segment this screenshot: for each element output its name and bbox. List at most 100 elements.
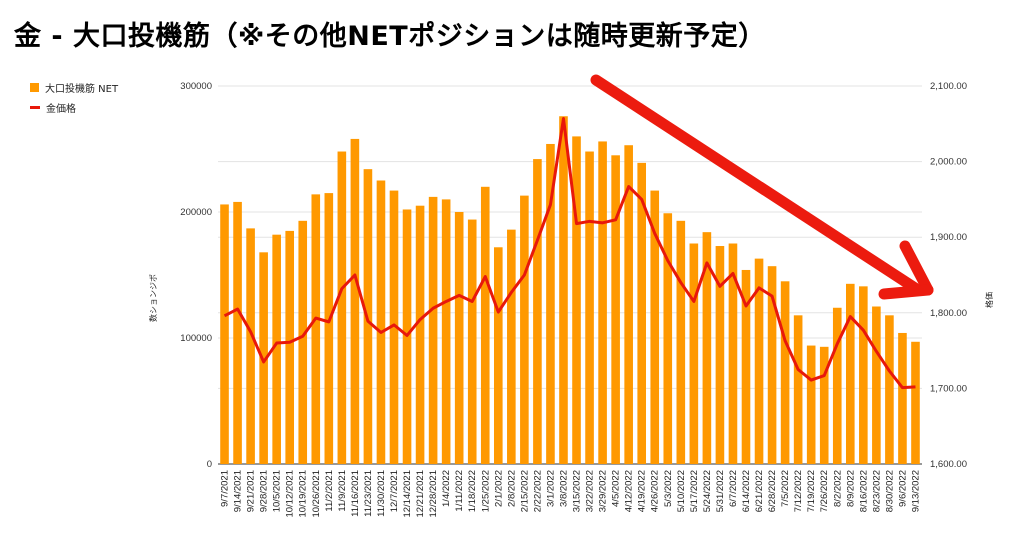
bar xyxy=(220,204,229,464)
x-tick: 6/21/2022 xyxy=(754,470,765,512)
bar xyxy=(911,341,920,464)
x-tick: 5/10/2022 xyxy=(676,470,687,512)
bar xyxy=(611,155,620,465)
bar xyxy=(520,195,529,464)
x-tick: 12/28/2021 xyxy=(428,470,439,518)
x-tick: 11/9/2021 xyxy=(337,470,348,512)
bar xyxy=(480,186,490,465)
x-tick: 5/24/2022 xyxy=(702,470,713,512)
x-tick: 3/22/2022 xyxy=(585,470,596,512)
legend-swatch-bar xyxy=(30,83,39,92)
bar xyxy=(467,219,477,464)
bar xyxy=(337,151,347,464)
x-tick: 8/16/2022 xyxy=(858,470,869,512)
bar xyxy=(572,136,581,464)
bar xyxy=(298,220,308,464)
legend-label-line: 金価格 xyxy=(46,104,76,115)
x-tick: 10/5/2021 xyxy=(272,470,283,512)
x-tick: 3/15/2022 xyxy=(572,470,583,512)
bar xyxy=(311,194,321,465)
bar xyxy=(663,213,673,464)
bar xyxy=(533,159,542,464)
bar xyxy=(767,266,777,464)
bar xyxy=(389,190,399,464)
legend-label-bar: 大口投機筋 NET xyxy=(45,84,119,95)
y-tick-left: 100000 xyxy=(180,333,212,344)
bar xyxy=(872,306,881,464)
trend-arrow xyxy=(590,74,934,300)
x-tick: 4/12/2022 xyxy=(624,470,635,512)
x-tick: 1/25/2022 xyxy=(480,470,491,512)
bar xyxy=(285,230,295,464)
x-tick: 6/28/2022 xyxy=(767,470,778,512)
price-line xyxy=(223,117,916,390)
bar xyxy=(246,228,255,464)
bar xyxy=(780,281,790,464)
bar xyxy=(832,307,842,464)
x-tick: 9/28/2021 xyxy=(259,470,270,512)
x-tick: 4/5/2022 xyxy=(611,470,622,507)
x-tick: 1/11/2022 xyxy=(454,470,465,512)
bar xyxy=(819,346,829,464)
x-tick: 11/16/2021 xyxy=(350,470,361,517)
bar xyxy=(585,151,594,464)
x-tick: 12/14/2021 xyxy=(402,470,413,518)
x-tick: 7/26/2022 xyxy=(819,470,830,512)
bar xyxy=(754,258,764,464)
bar xyxy=(598,141,607,464)
bar xyxy=(454,212,464,464)
bar xyxy=(689,243,699,464)
x-tick: 11/2/2021 xyxy=(324,470,335,512)
bar xyxy=(898,332,907,464)
y-tick-left: 200000 xyxy=(180,207,212,218)
bar xyxy=(676,220,686,464)
bar xyxy=(650,190,660,464)
y-tick-right: 1,700.00 xyxy=(930,383,967,394)
bar xyxy=(441,199,451,464)
x-tick: 6/14/2022 xyxy=(741,470,752,512)
bar xyxy=(624,145,633,464)
x-tick: 10/19/2021 xyxy=(298,470,309,518)
legend-swatch-line xyxy=(30,106,40,109)
bar xyxy=(741,269,751,464)
x-tick: 8/23/2022 xyxy=(871,470,882,512)
y-tick-left: 300000 xyxy=(180,81,212,92)
x-tick: 9/7/2021 xyxy=(220,470,231,507)
x-tick: 2/8/2022 xyxy=(506,470,517,507)
y-axis-label-left: 数ションジポ xyxy=(148,274,158,322)
x-tick: 1/18/2022 xyxy=(467,470,478,512)
x-tick: 9/13/2022 xyxy=(910,470,921,512)
x-tick: 3/29/2022 xyxy=(598,470,609,512)
x-tick: 5/17/2022 xyxy=(689,470,700,512)
y-tick-right: 1,800.00 xyxy=(930,308,967,319)
x-tick: 1/4/2022 xyxy=(441,470,452,507)
x-tick: 4/26/2022 xyxy=(650,470,661,512)
bar xyxy=(350,138,360,465)
bar xyxy=(272,234,281,464)
y-tick-left: 0 xyxy=(207,459,212,470)
x-tick: 7/12/2022 xyxy=(793,470,804,512)
x-tick: 9/14/2021 xyxy=(233,470,244,512)
x-tick: 2/22/2022 xyxy=(532,470,543,512)
bar xyxy=(493,247,503,464)
x-tick: 10/12/2021 xyxy=(285,470,296,518)
bar xyxy=(702,232,712,464)
bar xyxy=(885,315,894,464)
x-tick: 9/6/2022 xyxy=(897,470,908,507)
x-tick: 11/23/2021 xyxy=(363,470,374,517)
x-tick: 9/21/2021 xyxy=(246,470,257,512)
x-tick: 4/19/2022 xyxy=(637,470,648,512)
y-axis-label-right: 格価 xyxy=(984,292,994,308)
x-tick: 12/21/2021 xyxy=(415,470,426,518)
bar xyxy=(428,196,438,464)
x-tick: 11/30/2021 xyxy=(376,470,387,517)
arrow-head-lower xyxy=(878,284,934,300)
bar xyxy=(637,162,647,465)
x-tick: 2/1/2022 xyxy=(493,470,504,507)
bar xyxy=(324,193,334,464)
bar xyxy=(507,229,516,464)
y-tick-right: 1,600.00 xyxy=(930,459,967,470)
bar xyxy=(546,143,555,464)
bar xyxy=(806,345,816,464)
